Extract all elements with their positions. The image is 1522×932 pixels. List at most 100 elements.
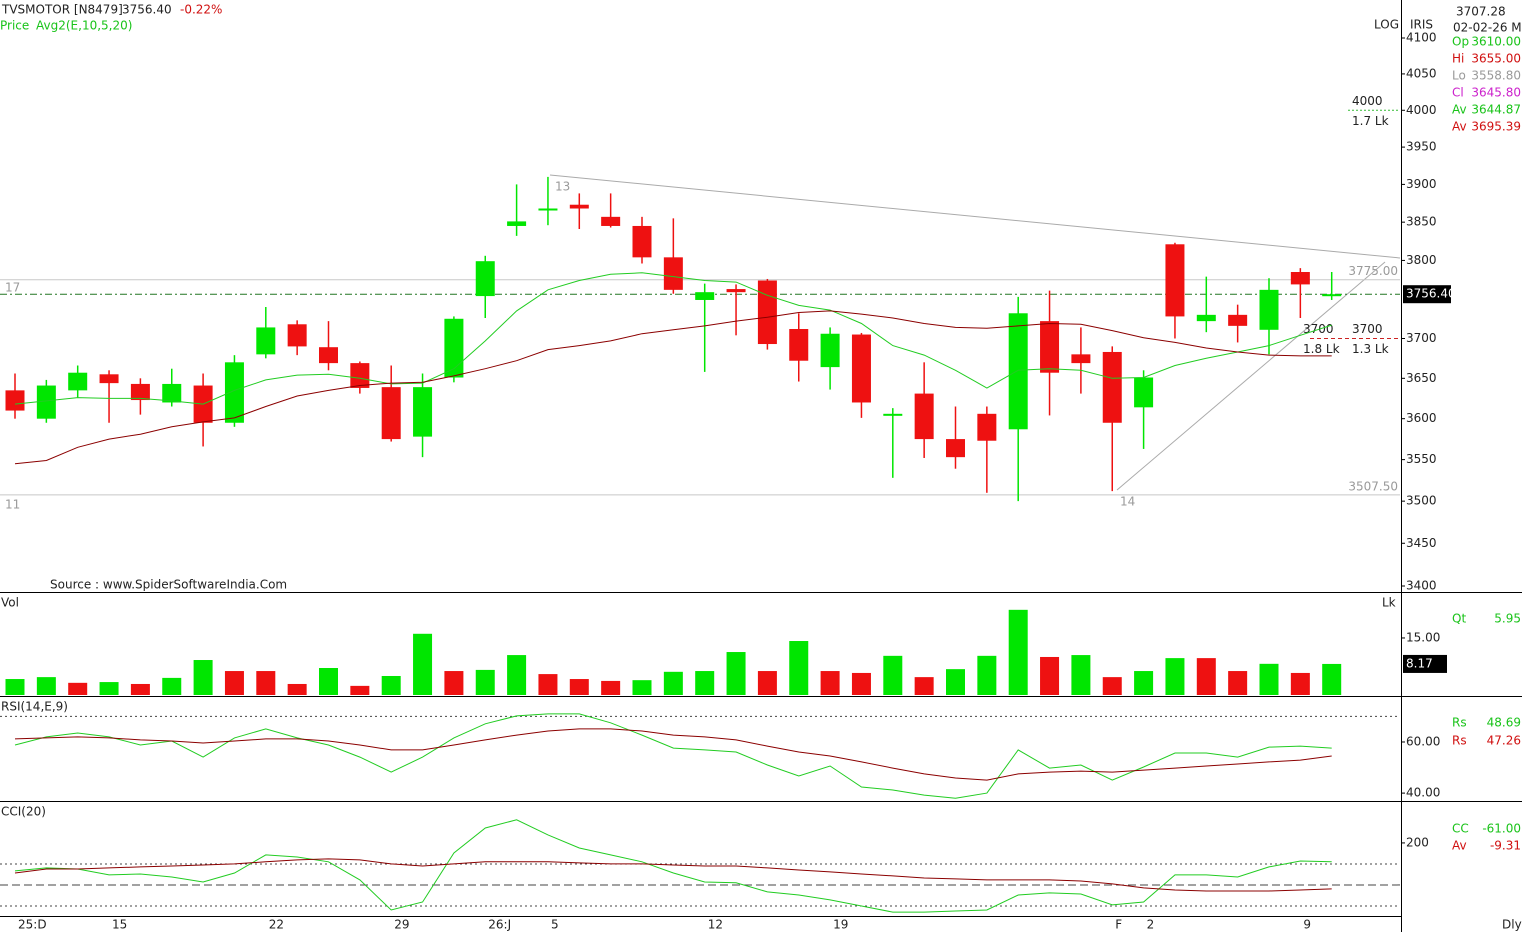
info-label: Av: [1452, 103, 1467, 117]
candle-body: [319, 347, 338, 364]
candle-body: [1102, 351, 1122, 423]
readout-value: 48.69: [1487, 716, 1521, 730]
y-tick-label: 3700: [1406, 331, 1437, 345]
candle-body: [946, 439, 965, 458]
indicator-line: [14, 858, 1332, 892]
candle-body: [130, 383, 150, 401]
volume-bar: [601, 680, 621, 695]
volume-bar: [36, 677, 56, 695]
legend-price: Price: [0, 19, 29, 33]
x-tick-label: 15: [112, 918, 127, 932]
candle-body: [1228, 314, 1248, 326]
volume-bar: [1322, 663, 1342, 695]
x-tick-label: 12: [708, 918, 723, 932]
info-label: Hi: [1452, 52, 1464, 66]
info-value: 3558.80: [1471, 69, 1521, 83]
volume-bar: [569, 679, 589, 695]
y-tick-label: 3600: [1406, 411, 1437, 425]
info-value: 3645.80: [1471, 86, 1521, 100]
y-tick-label: 4050: [1406, 66, 1437, 80]
annotation: 14: [1120, 495, 1135, 509]
info-value: 3655.00: [1471, 52, 1521, 66]
y-tick-label: 60.00: [1406, 734, 1440, 748]
readout-label: Av: [1452, 839, 1467, 853]
volume-bar: [946, 669, 965, 695]
annotation: 17: [5, 281, 20, 295]
candle-body: [162, 383, 182, 403]
y-tick-label: 3550: [1406, 452, 1437, 466]
y-tick-label: 3650: [1406, 371, 1437, 385]
candle-body: [977, 413, 997, 441]
last-volume-label: 8.17: [1406, 656, 1433, 670]
readout-label: Rs: [1452, 734, 1467, 748]
y-tick-label: 3400: [1406, 579, 1437, 593]
x-tick-label: 19: [833, 918, 848, 932]
info-value: 3695.39: [1471, 120, 1521, 134]
candle-body: [99, 374, 119, 384]
candle-body: [1040, 321, 1060, 373]
trend-line: [1116, 261, 1386, 491]
y-tick-label: 4000: [1406, 103, 1437, 117]
volume-bar: [851, 672, 871, 695]
volume-bar: [381, 675, 401, 695]
candle-body: [1322, 294, 1342, 297]
volume-bar: [130, 683, 150, 695]
candle-body: [569, 204, 589, 209]
candle-body: [36, 385, 56, 419]
panel-title: Vol: [1, 596, 19, 610]
readout-label: Qt: [1452, 612, 1466, 626]
y-tick-label: 40.00: [1406, 786, 1440, 800]
volume-bar: [99, 682, 119, 695]
volume-bar: [68, 682, 88, 695]
info-value: 3644.87: [1471, 103, 1521, 117]
volume-bar: [1102, 677, 1122, 695]
volume-bar: [256, 671, 276, 695]
candle-body: [475, 261, 495, 297]
readout-value: 5.95: [1494, 612, 1521, 626]
volume-bar: [5, 679, 25, 695]
candle-body: [601, 216, 621, 226]
volume-bar: [977, 655, 997, 695]
target-volume: 1.8 Lk: [1303, 342, 1340, 356]
legend-average: Avg2(E,10,5,20): [36, 19, 132, 33]
readout-label: CC: [1452, 822, 1469, 836]
volume-bar: [663, 671, 683, 695]
last-volume-box: [1403, 654, 1447, 673]
texts: TVSMOTOR [N8479] 3756.40 -0.22% Price Av…: [0, 3, 1522, 932]
candle-body: [287, 324, 307, 347]
candle-body: [632, 225, 652, 258]
y-tick-label: 3900: [1406, 177, 1437, 191]
candle-body: [507, 221, 527, 226]
volume-bar: [1228, 671, 1248, 695]
candle-body: [695, 292, 715, 300]
target-volume: 1.3 Lk: [1352, 342, 1389, 356]
candle-body: [381, 387, 401, 440]
candle-body: [663, 257, 683, 290]
period-label: Dly: [1502, 918, 1522, 932]
candle-body: [538, 208, 558, 211]
volume-bar: [475, 669, 495, 695]
volume-bar: [1071, 655, 1091, 695]
volume-bar: [1196, 658, 1216, 695]
x-tick-label: 26:J: [488, 918, 511, 932]
candle-body: [1196, 314, 1216, 322]
annotation: 11: [5, 498, 20, 512]
x-tick-label: 22: [269, 918, 284, 932]
info-label: Av: [1452, 120, 1467, 134]
indicator-line: [14, 272, 1332, 405]
volume-bar: [1008, 609, 1028, 695]
y-tick-label: 3950: [1406, 140, 1437, 154]
y-tick-label: 3850: [1406, 215, 1437, 229]
candle-body: [757, 280, 777, 345]
candle-body: [68, 372, 88, 391]
target-label: 3700: [1352, 322, 1383, 336]
readout-label: Rs: [1452, 716, 1467, 730]
info-label: Lo: [1452, 69, 1466, 83]
chart-title: TVSMOTOR [N8479]: [1, 3, 123, 17]
candle-body: [1165, 244, 1185, 317]
indicator-line: [14, 728, 1332, 781]
volume-bar: [1290, 672, 1310, 695]
volume-bar: [1040, 656, 1060, 695]
indicator-line: [14, 310, 1332, 465]
y-tick-label: 15.00: [1406, 630, 1440, 644]
